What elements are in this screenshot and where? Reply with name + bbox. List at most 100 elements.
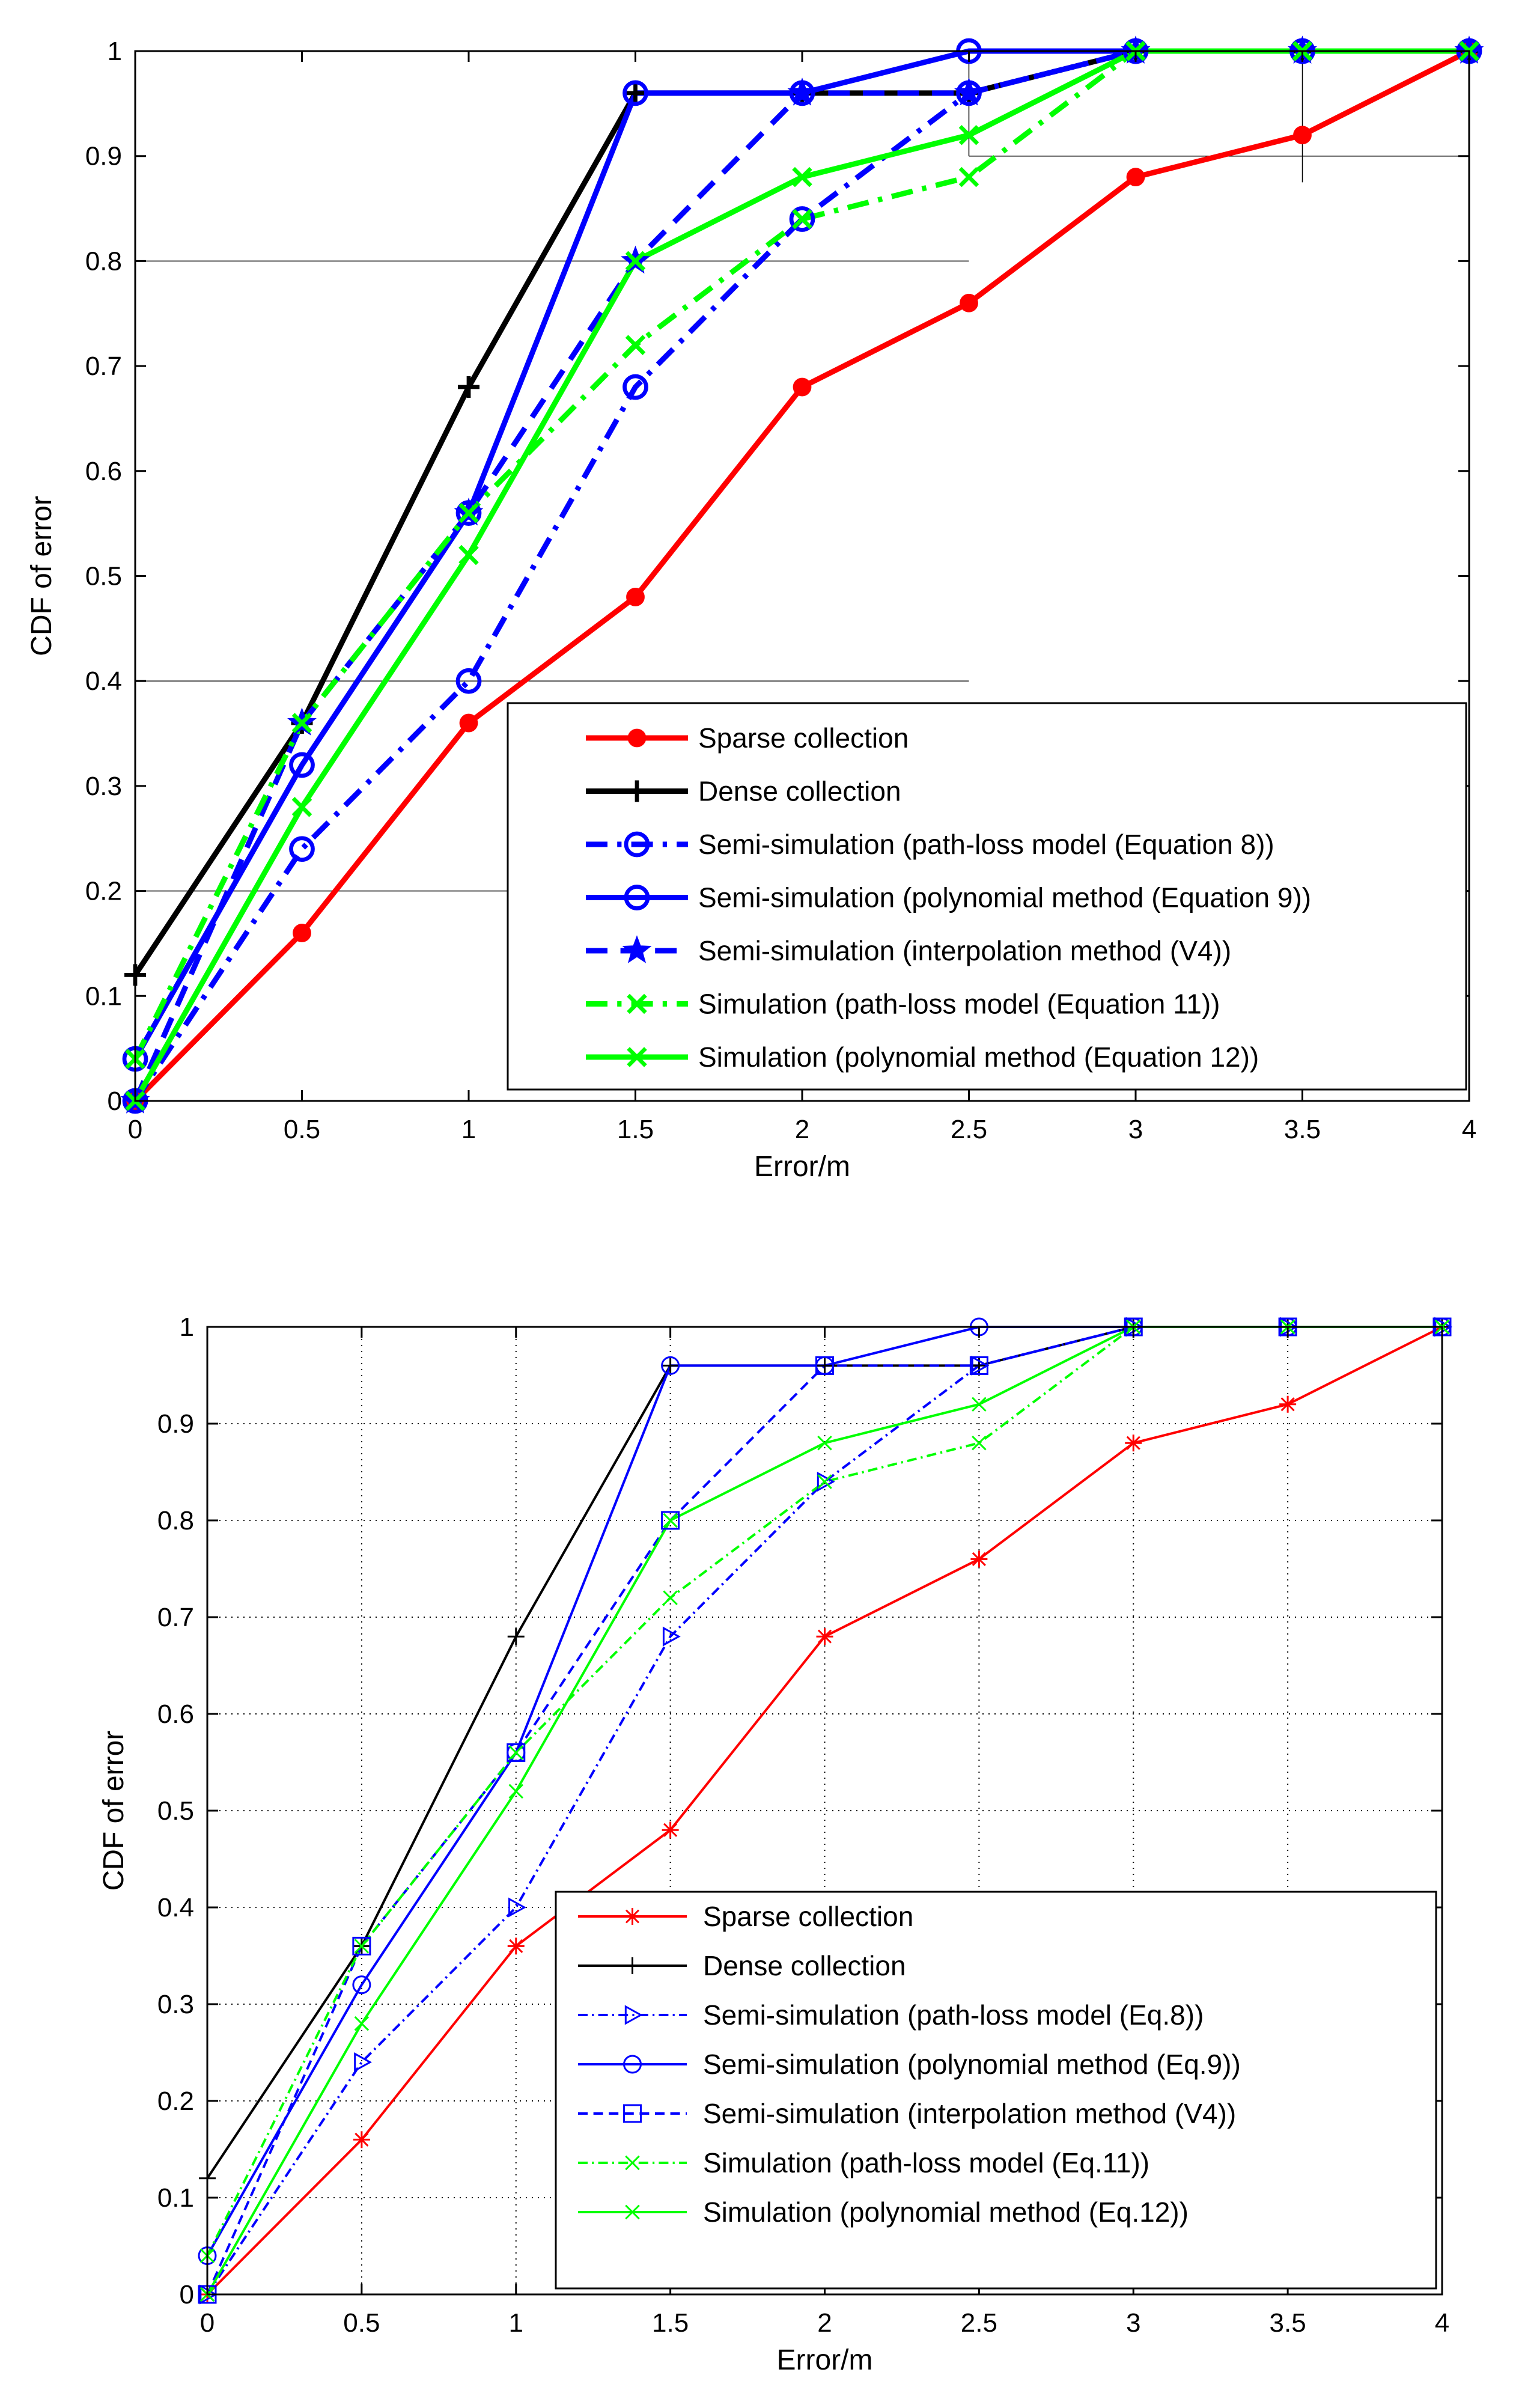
y-tick-label: 0.4 bbox=[157, 1893, 194, 1922]
series-line-5 bbox=[132, 48, 1469, 1061]
x-tick-label: 0.5 bbox=[343, 2308, 380, 2338]
data-point-s5-1 bbox=[354, 1939, 370, 1954]
data-point-s6-4 bbox=[792, 166, 812, 187]
y-tick-label: 0.5 bbox=[157, 1796, 194, 1826]
legend-label-6: Simulation (polynomial method (Eq.12)) bbox=[703, 2196, 1189, 2228]
y-tick-label: 0.9 bbox=[157, 1409, 194, 1439]
legend-marker-5 bbox=[625, 2155, 640, 2171]
data-point-s3-1 bbox=[289, 752, 315, 778]
y-tick-label: 0.4 bbox=[85, 666, 122, 696]
legend-label-0: Sparse collection bbox=[698, 722, 909, 754]
data-point-s5-3 bbox=[663, 1590, 678, 1606]
x-tick-label: 0 bbox=[128, 1115, 142, 1144]
legend-marker-4 bbox=[623, 2104, 642, 2123]
data-point-s0-4 bbox=[816, 1628, 833, 1645]
data-point-s1-3 bbox=[662, 1357, 679, 1374]
data-point-s1-2 bbox=[507, 1628, 525, 1645]
x-tick-label: 1.5 bbox=[617, 1115, 654, 1144]
x-tick-label: 2 bbox=[817, 2308, 832, 2338]
data-point-s0-1 bbox=[353, 2131, 370, 2148]
y-tick-label: 0.1 bbox=[157, 2183, 194, 2213]
y-axis-label: CDF of error bbox=[98, 1731, 130, 1891]
data-point-s2-2 bbox=[455, 668, 482, 694]
x-tick-label: 1 bbox=[461, 1115, 476, 1144]
data-point-s1-4 bbox=[816, 1357, 833, 1374]
y-axis-label: CDF of error bbox=[26, 496, 58, 656]
y-tick-label: 0.9 bbox=[85, 142, 122, 171]
data-point-s4-1 bbox=[352, 1936, 371, 1955]
data-point-s0-4 bbox=[793, 377, 812, 397]
data-point-s3-3 bbox=[623, 80, 648, 106]
data-point-s2-4 bbox=[789, 206, 815, 232]
x-axis-label: Error/m bbox=[754, 1151, 850, 1183]
legend-label-0: Sparse collection bbox=[703, 1901, 913, 1932]
legend: Sparse collection Dense collection Semi-si… bbox=[507, 702, 1467, 1091]
legend-label-2: Semi-simulation (path-loss model (Eq.8)) bbox=[703, 1999, 1204, 2031]
x-tick-label: 1.5 bbox=[652, 2308, 689, 2338]
data-point-s0-7 bbox=[1293, 126, 1312, 145]
y-tick-label: 0.2 bbox=[85, 877, 122, 906]
legend-marker-3 bbox=[623, 2055, 642, 2074]
legend-marker-0 bbox=[627, 728, 647, 748]
x-tick-label: 4 bbox=[1435, 2308, 1449, 2338]
data-point-s2-3 bbox=[662, 1626, 681, 1647]
x-tick-label: 1 bbox=[509, 2308, 523, 2338]
legend-label-3: Semi-simulation (polynomial method (Eq.9… bbox=[703, 2049, 1241, 2080]
data-point-s0-1 bbox=[293, 924, 311, 942]
legend-label-5: Simulation (path-loss model (Eq.11)) bbox=[703, 2147, 1149, 2178]
legend-marker-2 bbox=[624, 831, 650, 858]
y-tick-label: 0.6 bbox=[157, 1699, 194, 1729]
data-point-s0-3 bbox=[626, 588, 645, 606]
chart-top: 0 0.5 1 1.5 2 2.5 3 3.5 4 0 0.1 0.2 0.3 0.4 0.5 0.6 0.7 0… bbox=[26, 35, 1484, 1183]
data-point-s5-2 bbox=[508, 1745, 524, 1760]
y-tick-label: 1 bbox=[180, 1312, 194, 1342]
legend-marker-5 bbox=[627, 993, 647, 1014]
data-point-s2-1 bbox=[354, 2052, 372, 2073]
y-tick-label: 0.2 bbox=[157, 2086, 194, 2116]
legend-marker-3 bbox=[624, 885, 650, 910]
data-point-s4-2 bbox=[507, 1743, 526, 1762]
data-point-s6-5 bbox=[958, 124, 979, 145]
chart-bottom: 0 0.5 1 1.5 2 2.5 3 3.5 4 0 0.1 0.2 0.3 0.4 0.5 0.6 0.7 0… bbox=[98, 1312, 1453, 2376]
data-point-s5-4 bbox=[792, 209, 812, 230]
data-point-s5-5 bbox=[958, 166, 979, 187]
data-point-s1-2 bbox=[458, 376, 479, 398]
data-point-s2-1 bbox=[289, 836, 315, 862]
x-tick-label: 4 bbox=[1462, 1115, 1476, 1144]
data-point-s4-5 bbox=[954, 78, 984, 106]
data-point-s2-5 bbox=[971, 1355, 990, 1376]
y-tick-label: 0.8 bbox=[85, 246, 122, 276]
data-point-s6-4 bbox=[817, 1435, 832, 1451]
legend-box bbox=[555, 1891, 1437, 2290]
legend-label-3: Semi-simulation (polynomial method (Equa… bbox=[698, 882, 1311, 913]
data-point-s0-5 bbox=[970, 1550, 988, 1568]
data-point-s0-2 bbox=[459, 713, 478, 733]
data-point-s5-1 bbox=[291, 713, 312, 733]
data-point-s6-3 bbox=[625, 251, 646, 272]
legend-label-2: Semi-simulation (path-loss model (Equati… bbox=[698, 829, 1274, 860]
data-point-s2-3 bbox=[623, 374, 648, 400]
x-tick-label: 2.5 bbox=[951, 1115, 987, 1144]
x-tick-label: 2.5 bbox=[961, 2308, 997, 2338]
legend-marker-4 bbox=[622, 935, 652, 963]
legend-marker-6 bbox=[627, 1047, 647, 1067]
data-point-s0-5 bbox=[960, 293, 978, 312]
data-point-s4-4 bbox=[787, 78, 817, 106]
data-point-s0-6 bbox=[1125, 1434, 1142, 1452]
legend-marker-0 bbox=[624, 1908, 641, 1925]
y-tick-label: 0.3 bbox=[157, 1990, 194, 2019]
data-point-s2-2 bbox=[508, 1897, 526, 1918]
legend-label-1: Dense collection bbox=[703, 1950, 906, 1981]
x-tick-label: 3.5 bbox=[1284, 1115, 1321, 1144]
x-tick-label: 3 bbox=[1126, 2308, 1140, 2338]
legend-label-6: Simulation (polynomial method (Equation … bbox=[698, 1041, 1259, 1073]
y-tick-label: 1 bbox=[108, 37, 122, 66]
y-tick-label: 0.5 bbox=[85, 562, 122, 591]
x-tick-label: 2 bbox=[795, 1115, 809, 1144]
data-point-s3-3 bbox=[661, 1356, 680, 1375]
legend-marker-2 bbox=[624, 2005, 643, 2025]
legend-marker-1 bbox=[624, 1957, 641, 1974]
legend-label-5: Simulation (path-loss model (Equation 11… bbox=[698, 989, 1220, 1020]
legend-label-4: Semi-simulation (interpolation method (V… bbox=[698, 935, 1231, 966]
